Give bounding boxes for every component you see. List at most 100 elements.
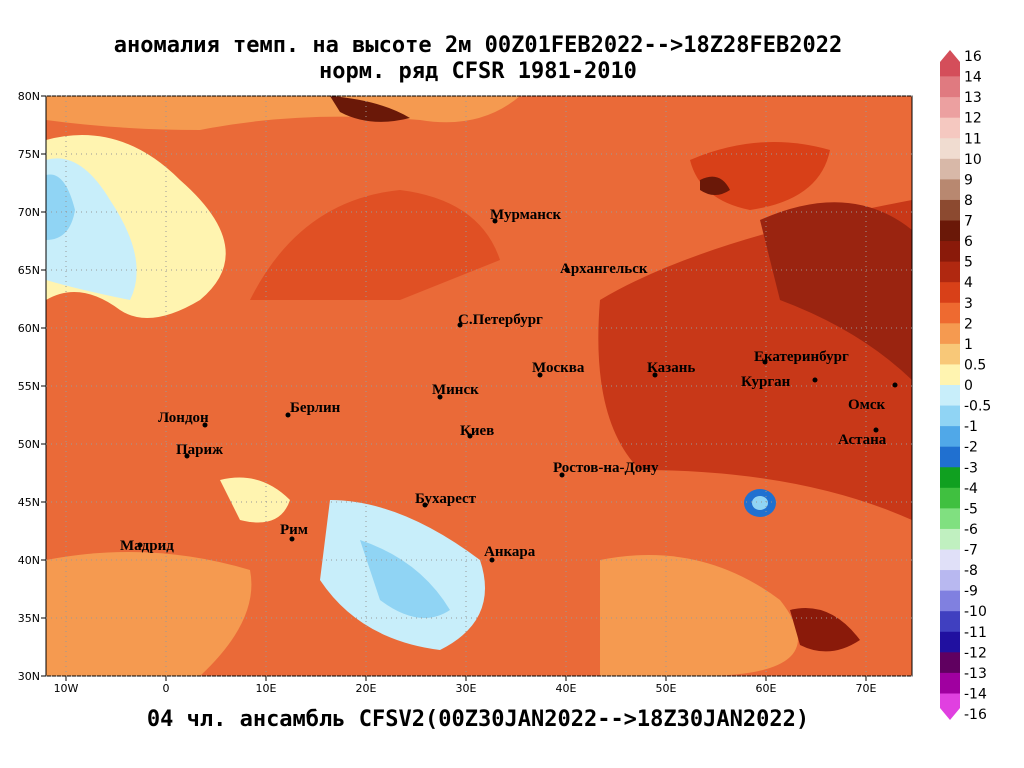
- colorbar-label: -6: [964, 522, 978, 538]
- city-dot: [289, 536, 295, 542]
- y-tick-label: 70N: [18, 206, 40, 219]
- colorbar-label: -12: [964, 645, 987, 661]
- y-tick-label: 80N: [18, 90, 40, 103]
- colorbar-label: -13: [964, 666, 987, 682]
- city-label: Ростов-на-Дону: [553, 460, 659, 476]
- city-dot: [184, 453, 190, 459]
- colorbar-label: -5: [964, 501, 978, 517]
- city-label: Рим: [280, 522, 308, 538]
- colorbar-segment: [940, 179, 960, 201]
- city-label: Бухарест: [415, 491, 477, 507]
- city-label: Париж: [176, 442, 223, 458]
- y-tick-label: 35N: [18, 612, 40, 625]
- colorbar-segment: [940, 282, 960, 304]
- x-tick-label: 10W: [54, 682, 79, 695]
- colorbar-label: 7: [964, 214, 973, 230]
- colorbar-label: 16: [964, 49, 982, 65]
- colorbar-segment: [940, 302, 960, 324]
- colorbar-label: -2: [964, 440, 978, 456]
- colorbar-label: -8: [964, 563, 978, 579]
- city-label: Екатеринбург: [754, 349, 849, 365]
- y-tick-label: 30N: [18, 670, 40, 683]
- x-tick-label: 20E: [356, 682, 377, 695]
- colorbar-segment: [940, 385, 960, 407]
- city-dot: [559, 472, 565, 478]
- colorbar-segment: [940, 117, 960, 139]
- colorbar-segment: [940, 508, 960, 530]
- colorbar-segment: [940, 76, 960, 98]
- y-tick-label: 50N: [18, 438, 40, 451]
- city-label: Берлин: [290, 400, 341, 416]
- colorbar-label: -9: [964, 584, 978, 600]
- y-tick-label: 75N: [18, 148, 40, 161]
- x-tick-label: 30E: [456, 682, 477, 695]
- colorbar-label: 13: [964, 90, 982, 106]
- city-label: Киев: [460, 423, 494, 439]
- x-tick-label: 40E: [556, 682, 577, 695]
- city-label: Мадрид: [120, 538, 174, 554]
- city-dot: [812, 377, 818, 383]
- city-label: Курган: [741, 374, 791, 390]
- colorbar-segment: [940, 467, 960, 489]
- y-tick-label: 40N: [18, 554, 40, 567]
- x-tick-label: 70E: [856, 682, 877, 695]
- colorbar-segment: [940, 138, 960, 160]
- city-label: Минск: [432, 382, 479, 398]
- city-dot: [564, 267, 570, 273]
- colorbar-label: -11: [964, 625, 987, 641]
- colorbar-label: 10: [964, 152, 982, 168]
- city-dot: [492, 218, 498, 224]
- city-dot: [137, 542, 143, 548]
- footer: 04 чл. ансамбль CFSV2(00Z30JAN2022-->18Z…: [147, 707, 809, 732]
- colorbar-segment: [940, 323, 960, 345]
- city-label: Анкара: [484, 544, 536, 560]
- colorbar-label: 0.5: [964, 357, 986, 373]
- x-tick-label: 50E: [656, 682, 677, 695]
- colorbar-segment: [940, 97, 960, 119]
- y-tick-label: 65N: [18, 264, 40, 277]
- city-label: Архангельск: [560, 261, 648, 277]
- city-dot: [537, 372, 543, 378]
- colorbar-label: 4: [964, 275, 973, 291]
- colorbar-segment: [940, 199, 960, 221]
- colorbar-label: -3: [964, 460, 978, 476]
- city-dot: [652, 372, 658, 378]
- colorbar-segment: [940, 590, 960, 612]
- colorbar-label: 12: [964, 111, 982, 127]
- colorbar-label: 0: [964, 378, 973, 394]
- colorbar-label: 5: [964, 255, 973, 271]
- y-tick-label: 55N: [18, 380, 40, 393]
- colorbar-label: -7: [964, 543, 978, 559]
- city-label: Омск: [848, 397, 886, 413]
- colorbar-segment: [940, 611, 960, 633]
- city-label: Мурманск: [490, 207, 561, 223]
- x-tick-label: 0: [163, 682, 170, 695]
- colorbar-label: 14: [964, 70, 982, 86]
- city-dot: [892, 382, 898, 388]
- colorbar-segment: [940, 672, 960, 694]
- colorbar-label: -0.5: [964, 399, 991, 415]
- colorbar-label: -1: [964, 419, 978, 435]
- colorbar-segment: [940, 570, 960, 592]
- colorbar-segment: [940, 528, 960, 550]
- colorbar-label: 2: [964, 316, 973, 332]
- colorbar-segment: [940, 426, 960, 448]
- city-label: Казань: [647, 360, 695, 376]
- colorbar-label: -4: [964, 481, 978, 497]
- colorbar-segment: [940, 487, 960, 509]
- city-label: Астана: [838, 432, 887, 448]
- city-dot: [489, 557, 495, 563]
- city-dot: [762, 359, 768, 365]
- subtitle: норм. ряд CFSR 1981-2010: [319, 59, 637, 84]
- colorbar-label: 6: [964, 234, 973, 250]
- colorbar-label: -10: [964, 604, 987, 620]
- colorbar-segment: [940, 631, 960, 653]
- x-tick-label: 10E: [256, 682, 277, 695]
- colorbar-label: -16: [964, 707, 987, 723]
- colorbar-label: -14: [964, 686, 987, 702]
- title: аномалия темп. на высоте 2м 00Z01FEB2022…: [114, 33, 842, 58]
- colorbar-segment: [940, 405, 960, 427]
- city-label: Лондон: [158, 410, 209, 426]
- colorbar-segment: [940, 446, 960, 468]
